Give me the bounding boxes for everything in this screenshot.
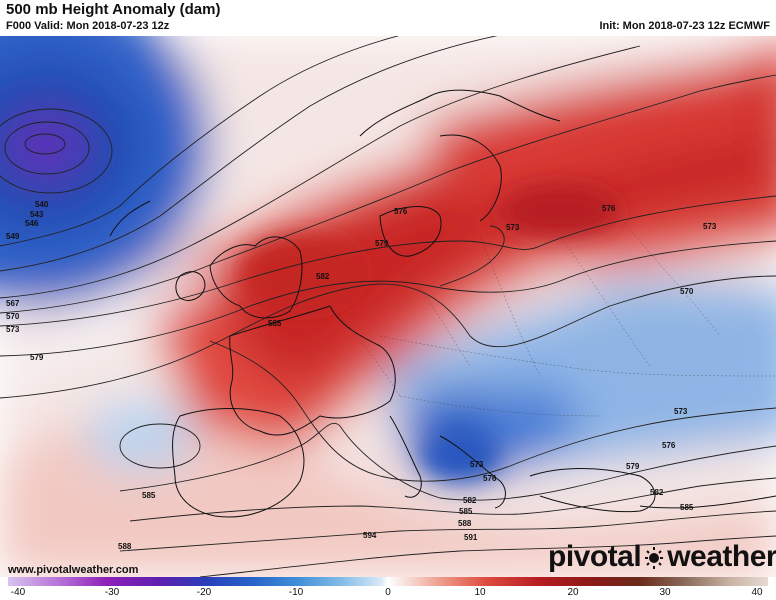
logo-text-2: weather — [667, 540, 776, 573]
contour-label: 576 — [483, 474, 497, 483]
contour-label: 540 — [35, 200, 49, 209]
contour-label: 582 — [650, 488, 664, 497]
contour-label: 567 — [6, 299, 20, 308]
colorbar-tick: 0 — [385, 587, 391, 598]
contour-label: 582 — [463, 496, 477, 505]
website-url: www.pivotalweather.com — [8, 564, 139, 576]
anomaly-map: 540 543 546 549 567 570 573 579 576 579 … — [0, 36, 776, 577]
contour-label: 594 — [363, 531, 377, 540]
pivotal-weather-logo: pivotal weather — [548, 540, 776, 574]
contour-label: 588 — [458, 519, 472, 528]
contour-label: 585 — [680, 503, 694, 512]
contour-label: 576 — [602, 204, 616, 213]
colorbar-tick: 10 — [474, 587, 486, 598]
contour-label: 573 — [470, 460, 484, 469]
contour-label: 582 — [316, 272, 330, 281]
contour-label: 588 — [118, 542, 132, 551]
logo-text-1: pivotal — [548, 540, 642, 573]
country-borders — [329, 215, 776, 417]
colorbar-strip — [8, 577, 768, 586]
contour-label: 570 — [6, 312, 20, 321]
contour-label-group: 540 543 546 549 567 570 573 579 576 579 … — [6, 200, 717, 551]
anomaly-shading-detail — [240, 186, 620, 481]
colorbar-tick: 20 — [567, 587, 579, 598]
init-time: Init: Mon 2018-07-23 12z ECMWF — [599, 20, 770, 32]
contour-label: 570 — [680, 287, 694, 296]
contour-label: 579 — [626, 462, 640, 471]
contour-label: 573 — [6, 325, 20, 334]
contour-label: 585 — [268, 319, 282, 328]
colorbar-tick: 30 — [659, 587, 671, 598]
contour-label: 573 — [674, 407, 688, 416]
map-canvas: 540 543 546 549 567 570 573 579 576 579 … — [0, 36, 776, 577]
contour-label: 579 — [375, 239, 389, 248]
contour-label: 576 — [662, 441, 676, 450]
valid-time: F000 Valid: Mon 2018-07-23 12z — [6, 20, 170, 32]
colorbar-tick: -30 — [104, 587, 120, 598]
contour-label: 585 — [142, 491, 156, 500]
colorbar-tick: -10 — [288, 587, 304, 598]
colorbar-tick: 40 — [751, 587, 763, 598]
map-title: 500 mb Height Anomaly (dam) — [6, 1, 221, 18]
contour-label: 591 — [464, 533, 478, 542]
contour-label: 573 — [506, 223, 520, 232]
height-contours — [0, 36, 776, 577]
colorbar-tick: -40 — [10, 587, 26, 598]
contour-label: 549 — [6, 232, 20, 241]
weather-sun-icon — [643, 542, 665, 572]
contour-label: 585 — [459, 507, 473, 516]
anomaly-shading — [0, 36, 776, 577]
contour-label: 543 — [30, 210, 44, 219]
contour-label: 546 — [25, 219, 39, 228]
contour-label: 576 — [394, 207, 408, 216]
contour-label: 579 — [30, 353, 44, 362]
map-header: 500 mb Height Anomaly (dam) F000 Valid: … — [0, 0, 776, 36]
colorbar-tick: -20 — [196, 587, 212, 598]
contour-label: 573 — [703, 222, 717, 231]
colorbar: -40 -30 -20 -10 0 10 20 30 40 — [0, 577, 776, 600]
